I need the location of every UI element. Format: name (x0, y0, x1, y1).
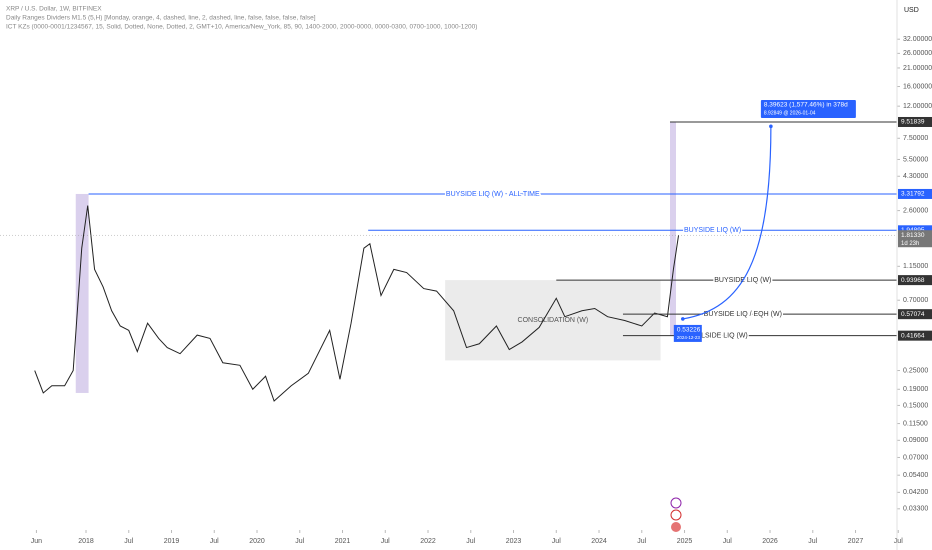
level-label: SELLSIDE LIQ (W) (688, 332, 748, 339)
y-tick-label: 0.19000 (903, 386, 928, 393)
projection-end (769, 124, 773, 129)
x-tick-label: Jun (31, 538, 42, 545)
x-tick-label: 2019 (164, 538, 180, 545)
indicator: Daily Ranges Dividers M1.5 (5,H) [Monday… (6, 15, 316, 22)
y-tick-label: 0.07000 (903, 454, 928, 461)
x-tick-label: Jul (295, 538, 304, 545)
price-tag-label: 0.57074 (901, 311, 925, 318)
x-tick-label: Jul (723, 538, 732, 545)
y-tick-label: 4.30000 (903, 173, 928, 180)
y-tick-label: 16.00000 (903, 83, 932, 90)
x-tick-label: Jul (637, 538, 646, 545)
x-tick-label: Jul (466, 538, 475, 545)
symbol-title: XRP / U.S. Dollar, 1W, BITFINEX (6, 6, 102, 13)
price-tag (898, 330, 932, 341)
currency[interactable]: USD (904, 7, 919, 14)
x-tick-label: 2025 (677, 538, 693, 545)
current-price-label: 1.81330 (901, 232, 925, 239)
y-tick-label: 0.04200 (903, 489, 928, 496)
x-tick-label: 2024 (591, 538, 607, 545)
x-tick-label: 2020 (249, 538, 265, 545)
y-tick-label: 0.11500 (903, 420, 928, 427)
projection-start (681, 317, 685, 321)
y-tick-label: 0.05400 (903, 472, 928, 479)
level-label: BUYSIDE LIQ (W) (684, 227, 741, 234)
y-tick-label: 32.00000 (903, 36, 932, 43)
icon[interactable] (671, 522, 681, 532)
current-price-tag (898, 230, 932, 248)
start-box (673, 324, 702, 342)
y-tick-label: 5.50000 (903, 156, 928, 163)
y-tick-label: 1.15000 (903, 263, 928, 270)
price-tag (898, 188, 932, 199)
x-tick-label: Jul (124, 538, 133, 545)
price-tag (898, 309, 932, 320)
price-tag-label: 0.41664 (901, 332, 925, 339)
x-tick-label: 2022 (420, 538, 436, 545)
y-tick-label: 2.60000 (903, 207, 928, 214)
start-label: 0.53226 (677, 327, 701, 334)
x-tick-label: 2027 (848, 538, 864, 545)
price-tag-label: 0.93968 (901, 277, 925, 284)
x-tick-label: Jul (210, 538, 219, 545)
x-tick-label: 2021 (335, 538, 351, 545)
countdown: 1d 23h (901, 241, 919, 247)
x-tick-label: Jul (381, 538, 390, 545)
y-tick-label: 0.09000 (903, 437, 928, 444)
y-tick-label: 0.70000 (903, 297, 928, 304)
x-tick-label: 2023 (506, 538, 522, 545)
projection-box (760, 99, 856, 118)
indicator: ICT KZs (0000-0001/1234567, 15, Solid, D… (6, 24, 477, 31)
projection-curve (682, 126, 772, 320)
start-date: 2024-12-23 (677, 335, 701, 340)
y-tick-label: 7.50000 (903, 135, 928, 142)
projection-text: 8.39623 (1,577.46%) in 378d (764, 102, 848, 109)
target-label: 9.51839 (901, 119, 925, 126)
level-label: BUYSIDE LIQ (W) - ALL TIME (446, 191, 540, 198)
zone (669, 121, 676, 336)
zone (75, 193, 89, 393)
x-tick-label: Jul (894, 538, 903, 545)
level-label: BUYSIDE LIQ / EQH (W) (704, 311, 782, 318)
x-tick-label: 2018 (78, 538, 94, 545)
price-line (34, 205, 680, 402)
icon[interactable] (670, 509, 682, 521)
target-tag (898, 116, 932, 127)
projection-subtext: 8.92849 @ 2026-01-04 (764, 110, 816, 116)
x-tick-label: Jul (808, 538, 817, 545)
plot: 32.00000 26.00000 21.00000 16.00000 12.00000… (0, 36, 932, 545)
y-tick-label: 26.00000 (903, 50, 932, 57)
zone-label: CONSOLIDATION (W) (518, 317, 589, 324)
icon[interactable] (670, 497, 682, 509)
x-tick-label: 2026 (762, 538, 778, 545)
y-tick-label: 12.00000 (903, 103, 932, 110)
x-tick-label: Jul (552, 538, 561, 545)
y-tick-label: 0.15000 (903, 402, 928, 409)
y-tick-label: 21.00000 (903, 65, 932, 72)
y-tick-label: 0.03300 (903, 506, 928, 513)
y-tick-label: 0.25000 (903, 367, 928, 374)
price-tag-label: 3.31792 (901, 191, 925, 198)
price-tag (898, 275, 932, 286)
